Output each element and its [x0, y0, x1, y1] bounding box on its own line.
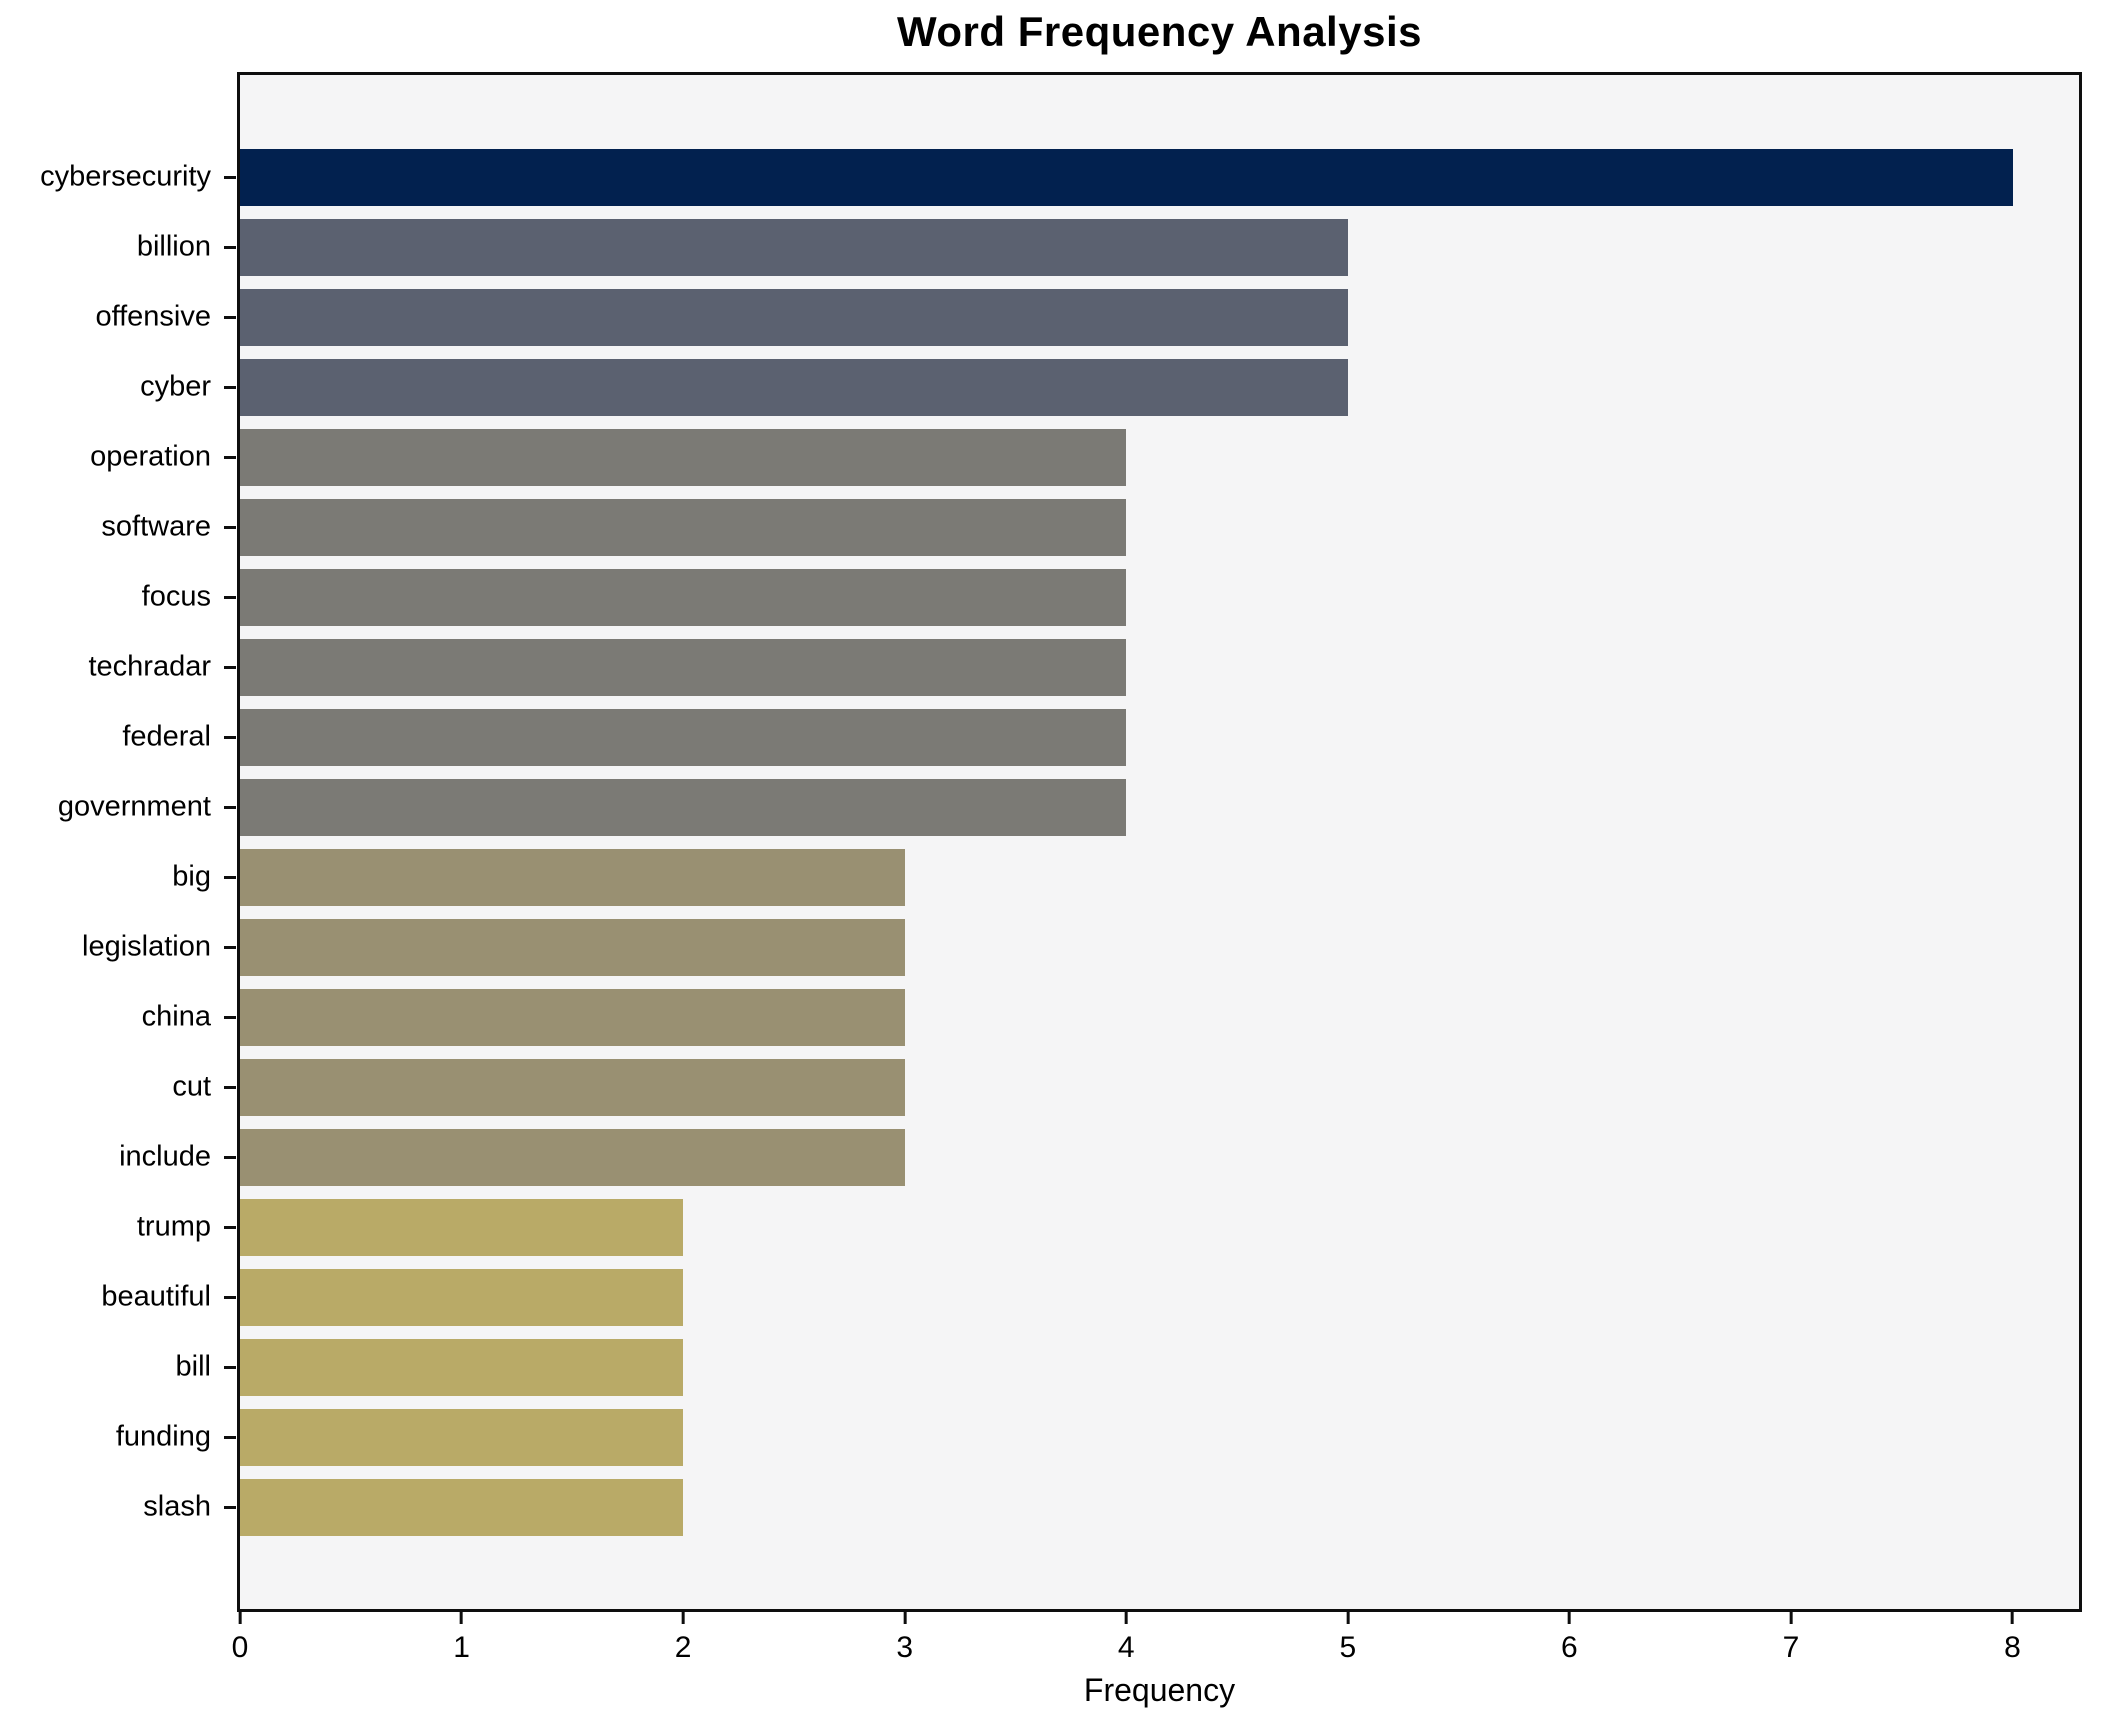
- bar-row: software: [101, 492, 2079, 562]
- x-tick: 8: [2004, 1612, 2021, 1665]
- x-tick-mark: [238, 1612, 242, 1624]
- bar-row: cybersecurity: [40, 142, 2079, 212]
- bar: [240, 1408, 684, 1466]
- bar-row: operation: [90, 422, 2079, 492]
- x-tick-label: 6: [1561, 1631, 1578, 1664]
- bar: [240, 1128, 905, 1186]
- category-label: slash: [143, 1490, 211, 1523]
- x-tick: 7: [1782, 1612, 1800, 1665]
- category-label: offensive: [95, 300, 211, 333]
- category-label: cybersecurity: [40, 160, 211, 193]
- category-label: china: [141, 1000, 211, 1033]
- x-tick-mark: [1789, 1612, 1793, 1624]
- bar: [240, 1268, 684, 1326]
- x-tick-label: 4: [1117, 1631, 1135, 1664]
- chart-title: Word Frequency Analysis: [897, 8, 1422, 55]
- x-tick-mark: [2011, 1612, 2015, 1624]
- bar: [240, 428, 1127, 486]
- bar-row: federal: [122, 702, 2079, 772]
- x-tick-mark: [681, 1612, 685, 1624]
- bar: [240, 148, 2013, 206]
- plot-area: cybersecurity billion offensive cyber operat…: [40, 72, 2082, 1612]
- bar: [240, 1198, 684, 1256]
- bar: [240, 848, 905, 906]
- x-tick: 5: [1339, 1612, 1356, 1665]
- category-label: government: [57, 790, 211, 823]
- bar-row: government: [58, 772, 2079, 842]
- bar: [240, 288, 1348, 346]
- x-tick-mark: [903, 1612, 907, 1624]
- x-tick-label: 7: [1782, 1631, 1800, 1664]
- bar-row: include: [119, 1122, 2079, 1192]
- category-label: beautiful: [101, 1280, 211, 1313]
- bar-row: beautiful: [101, 1262, 2079, 1332]
- x-tick: 4: [1118, 1612, 1135, 1665]
- bar: [240, 778, 1127, 836]
- category-label: include: [119, 1140, 211, 1173]
- bar-row: bill: [176, 1332, 2079, 1402]
- bar-row: offensive: [95, 282, 2079, 352]
- x-tick: 1: [453, 1612, 470, 1665]
- bar: [240, 1338, 684, 1396]
- bar: [240, 358, 1348, 416]
- category-label: legislation: [82, 930, 211, 963]
- x-tick-mark: [1124, 1612, 1128, 1624]
- bar-row: cyber: [140, 352, 2079, 422]
- bar: [240, 708, 1127, 766]
- bar-row: trump: [137, 1192, 2079, 1262]
- x-tick-label: 2: [674, 1631, 692, 1664]
- x-axis-title: Frequency: [1083, 1672, 1236, 1708]
- x-tick-mark: [1567, 1612, 1571, 1624]
- bar-row: china: [142, 982, 2079, 1052]
- bar-row: techradar: [88, 632, 2079, 702]
- category-label: cyber: [140, 370, 211, 403]
- x-tick: 0: [231, 1612, 249, 1665]
- category-label: big: [172, 860, 211, 893]
- bar: [240, 918, 905, 976]
- category-label: federal: [122, 720, 211, 753]
- category-label: software: [101, 510, 211, 543]
- bar: [240, 1478, 684, 1536]
- bar-row: slash: [143, 1472, 2079, 1542]
- category-label: focus: [141, 580, 211, 613]
- category-label: operation: [90, 440, 211, 473]
- bar-row: funding: [116, 1402, 2079, 1472]
- category-label: funding: [115, 1420, 211, 1453]
- x-tick: 3: [896, 1612, 913, 1665]
- category-label: bill: [175, 1350, 211, 1383]
- bar-row: focus: [142, 562, 2079, 632]
- bar-row: legislation: [82, 912, 2079, 982]
- bar: [240, 218, 1348, 276]
- bar: [240, 1058, 905, 1116]
- x-tick-mark: [460, 1612, 464, 1624]
- bar-row: cut: [172, 1052, 2079, 1122]
- x-tick-label: 5: [1339, 1631, 1357, 1664]
- bar-row: big: [172, 842, 2079, 912]
- bar: [240, 988, 905, 1046]
- category-label: cut: [172, 1070, 211, 1103]
- category-label: billion: [136, 230, 211, 263]
- category-label: trump: [136, 1210, 211, 1243]
- x-tick-label: 3: [896, 1631, 914, 1664]
- bar: [240, 568, 1127, 626]
- bar-row: billion: [137, 212, 2079, 282]
- x-tick-mark: [1346, 1612, 1350, 1624]
- x-tick-label: 1: [453, 1631, 470, 1664]
- x-tick-label: 0: [231, 1631, 249, 1664]
- bar: [240, 498, 1127, 556]
- x-tick-label: 8: [2004, 1631, 2021, 1664]
- bar: [240, 638, 1127, 696]
- x-tick: 6: [1561, 1612, 1578, 1665]
- category-label: techradar: [88, 650, 211, 683]
- x-tick: 2: [674, 1612, 692, 1665]
